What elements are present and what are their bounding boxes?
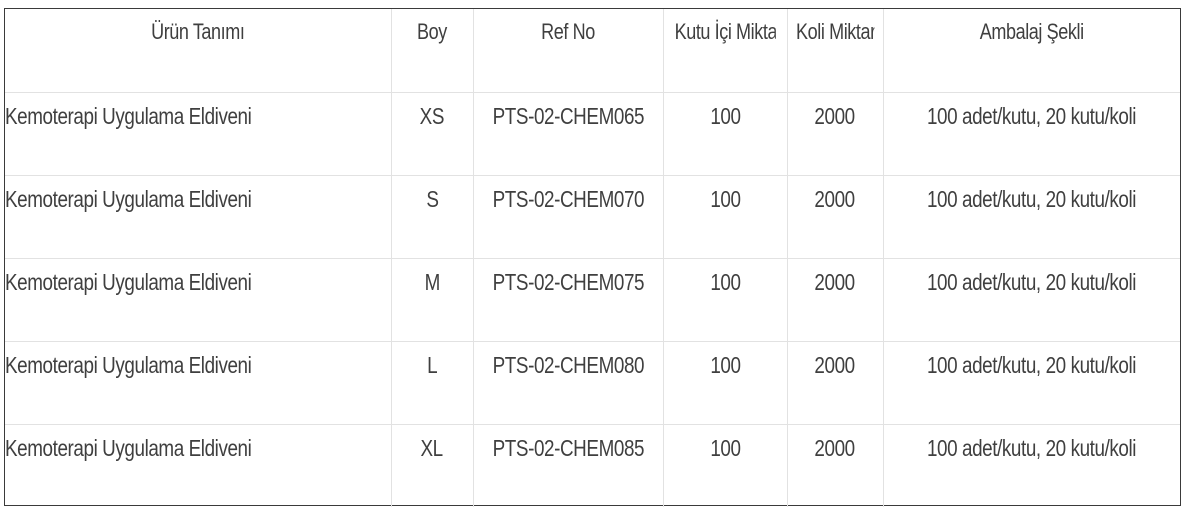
cell-case-quantity: 2000 xyxy=(787,341,884,425)
cell-product-description: Kemoterapi Uygulama Eldiveni xyxy=(5,175,392,259)
cell-product-description: Kemoterapi Uygulama Eldiveni xyxy=(5,341,392,425)
header-product-description: Ürün Tanımı xyxy=(39,9,357,93)
cell-ref-no: PTS-02-CHEM080 xyxy=(473,341,664,425)
cell-packaging: 100 adet/kutu, 20 kutu/koli xyxy=(927,434,1137,461)
cell-box-quantity: 100 xyxy=(663,341,788,425)
cell-packaging: 100 adet/kutu, 20 kutu/koli xyxy=(883,175,1180,259)
header-ref-no: Ref No xyxy=(490,9,647,93)
product-table-container: Ürün Tanımı Boy Ref No Kutu İçi Miktar K… xyxy=(4,8,1181,507)
cell-size: XS xyxy=(391,92,474,176)
cell-packaging: 100 adet/kutu, 20 kutu/koli xyxy=(883,92,1180,176)
cell-ref-no: PTS-02-CHEM075 xyxy=(473,258,664,342)
cell-product-description: Kemoterapi Uygulama Eldiveni xyxy=(5,258,392,342)
table-row: Kemoterapi Uygulama Eldiveni XS PTS-02-C… xyxy=(5,92,1180,176)
table-header-row: Ürün Tanımı Boy Ref No Kutu İçi Miktar K… xyxy=(5,9,1180,93)
table-row: Kemoterapi Uygulama Eldiveni M PTS-02-CH… xyxy=(5,258,1180,342)
product-table: Ürün Tanımı Boy Ref No Kutu İçi Miktar K… xyxy=(5,9,1180,507)
cell-size: S xyxy=(391,175,474,259)
cell-case-quantity: 2000 xyxy=(787,175,884,259)
cell-case-quantity: 2000 xyxy=(787,424,884,507)
table-row: Kemoterapi Uygulama Eldiveni S PTS-02-CH… xyxy=(5,175,1180,259)
cell-size: XL xyxy=(391,424,474,507)
cell-case-quantity: 2000 xyxy=(787,258,884,342)
table-row: Kemoterapi Uygulama Eldiveni XL PTS-02-C… xyxy=(5,424,1180,507)
cell-packaging: 100 adet/kutu, 20 kutu/koli xyxy=(883,258,1180,342)
header-size: Boy xyxy=(398,9,467,93)
cell-ref-no: PTS-02-CHEM070 xyxy=(473,175,664,259)
header-case-quantity: Koli Miktar xyxy=(795,9,875,93)
header-box-quantity: Kutu İçi Miktar xyxy=(674,9,777,93)
cell-ref-no: PTS-02-CHEM085 xyxy=(473,424,664,507)
header-packaging: Ambalaj Şekli xyxy=(909,9,1154,93)
cell-box-quantity: 100 xyxy=(663,424,788,507)
cell-box-quantity: 100 xyxy=(663,258,788,342)
cell-ref-no: PTS-02-CHEM065 xyxy=(473,92,664,176)
cell-product-description: Kemoterapi Uygulama Eldiveni xyxy=(5,424,392,507)
cell-box-quantity: 100 xyxy=(663,92,788,176)
cell-packaging: 100 adet/kutu, 20 kutu/koli xyxy=(883,341,1180,425)
cell-size: M xyxy=(391,258,474,342)
cell-product-description: Kemoterapi Uygulama Eldiveni xyxy=(5,92,392,176)
table-row: Kemoterapi Uygulama Eldiveni L PTS-02-CH… xyxy=(5,341,1180,425)
cell-box-quantity: 100 xyxy=(663,175,788,259)
cell-case-quantity: 2000 xyxy=(787,92,884,176)
cell-size: L xyxy=(391,341,474,425)
